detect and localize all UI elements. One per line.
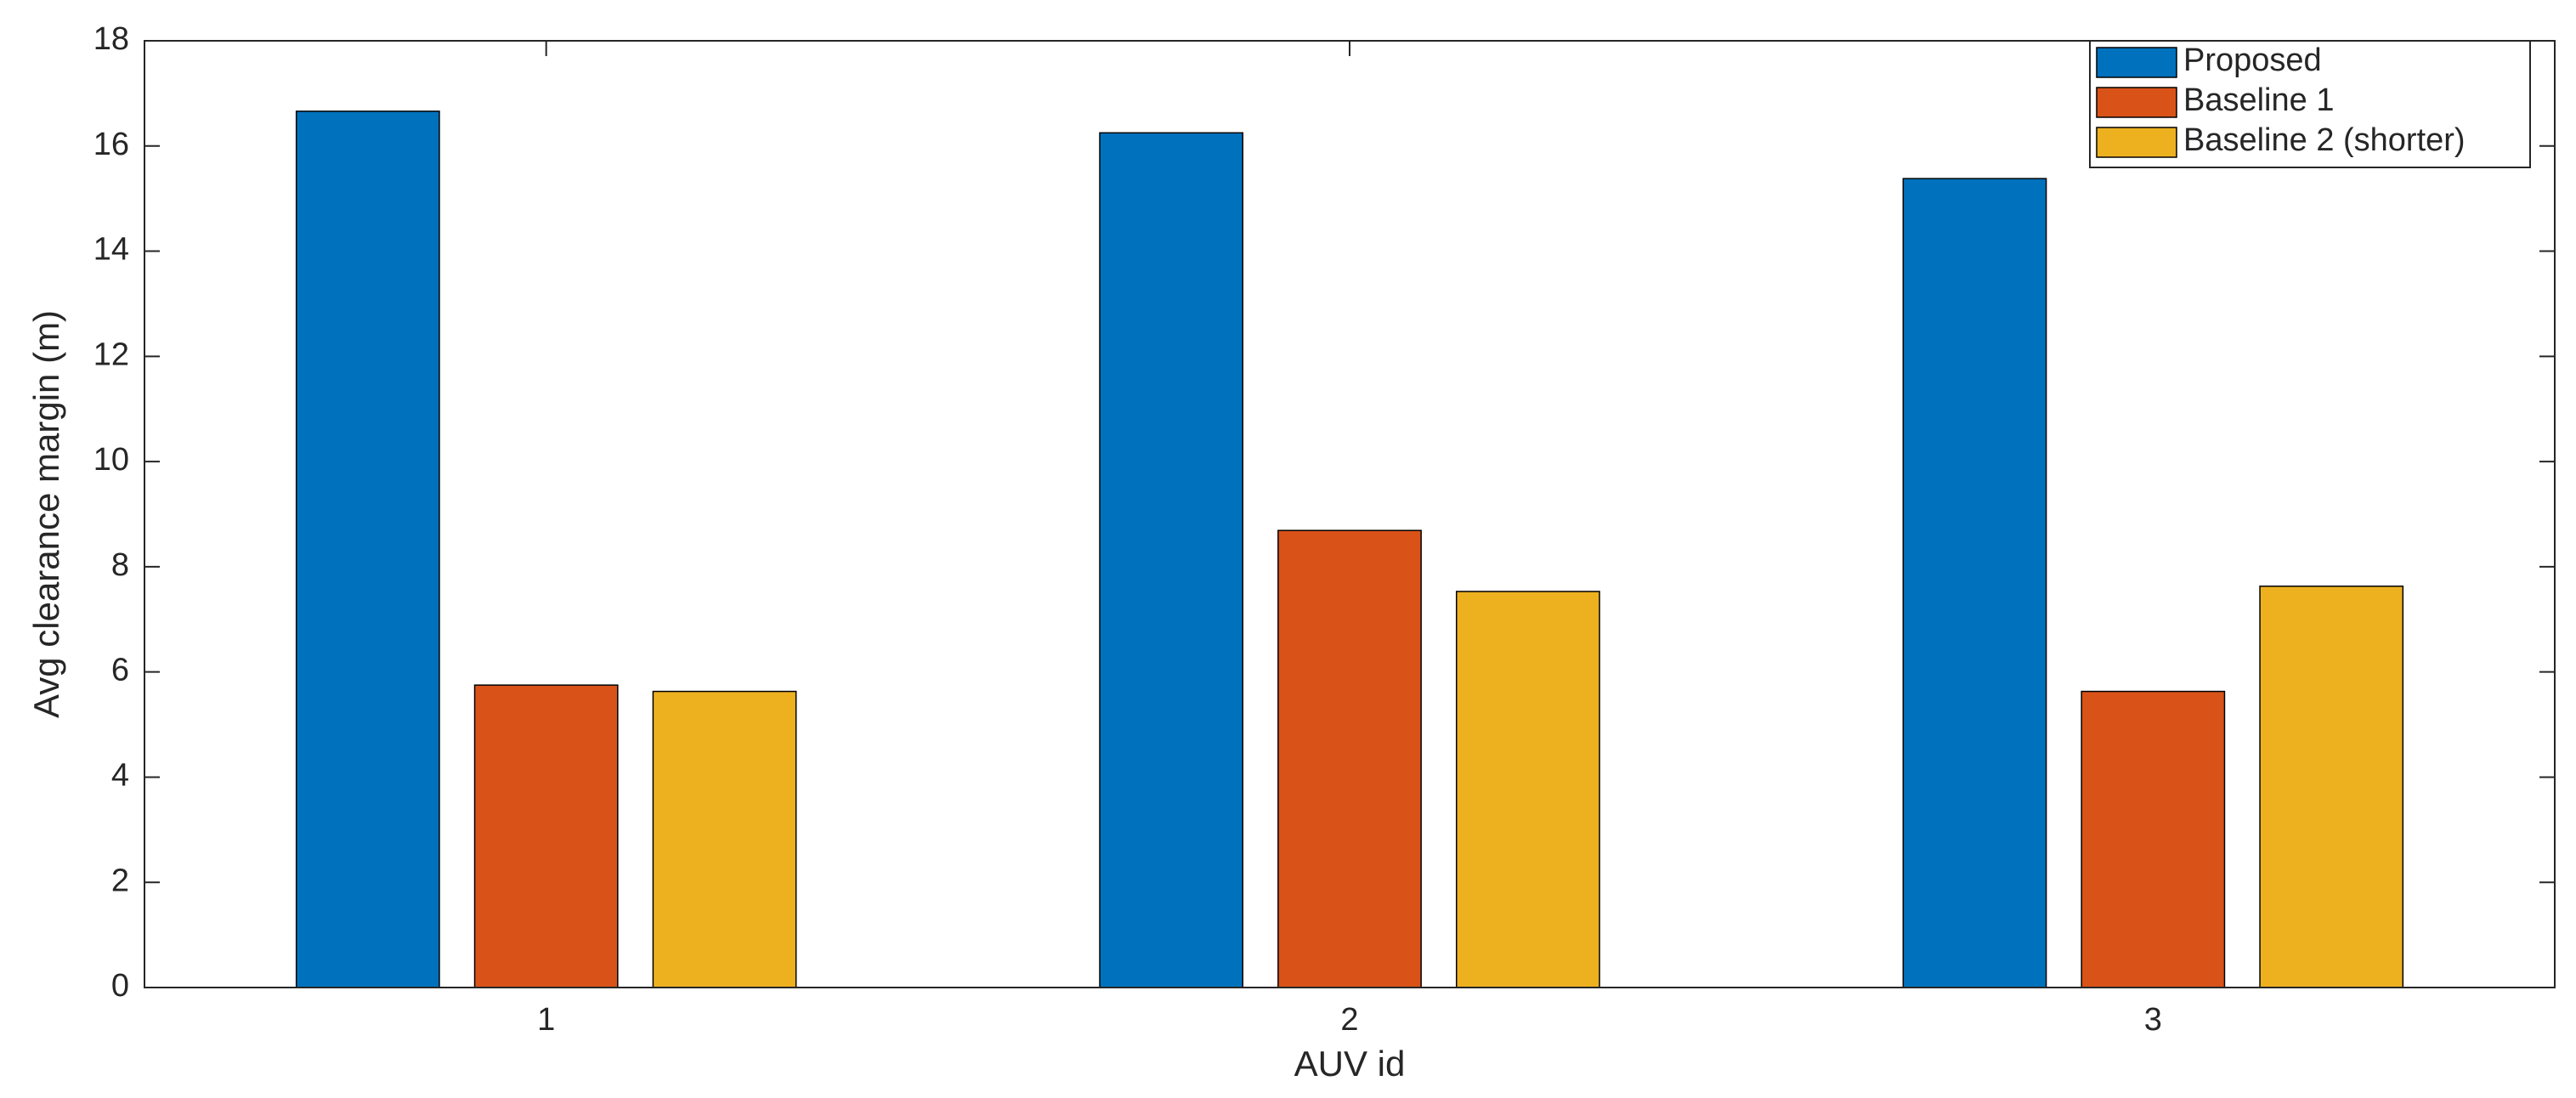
x-tick-label: 3 <box>2144 1002 2162 1038</box>
bar <box>2081 690 2226 988</box>
y-tick-label: 0 <box>111 968 129 1004</box>
y-tick-label: 2 <box>111 863 129 898</box>
bar <box>295 110 440 988</box>
y-tick-label: 16 <box>93 127 129 162</box>
y-tick-label: 8 <box>111 547 129 583</box>
x-tick-label: 1 <box>537 1002 555 1038</box>
legend-swatch <box>2096 47 2177 78</box>
y-tick-label: 4 <box>111 757 129 793</box>
bar <box>1277 529 1422 988</box>
bar <box>1099 132 1244 988</box>
legend-swatch <box>2096 127 2177 158</box>
legend-label: Proposed <box>2183 42 2322 78</box>
y-tick-label: 14 <box>93 232 129 268</box>
legend-swatch <box>2096 87 2177 118</box>
y-tick-label: 10 <box>93 442 129 478</box>
bar <box>1902 178 2047 988</box>
legend-label: Baseline 1 <box>2183 82 2334 118</box>
legend-label: Baseline 2 (shorter) <box>2183 122 2466 158</box>
y-tick-label: 12 <box>93 337 129 372</box>
y-tick-label: 6 <box>111 653 129 688</box>
plot-frame <box>144 40 2556 988</box>
y-tick-label: 18 <box>93 21 129 57</box>
bar <box>2259 586 2404 988</box>
bar <box>473 684 619 988</box>
y-axis-label: Avg clearance margin (m) <box>26 310 66 718</box>
x-tick-label: 2 <box>1340 1002 1358 1038</box>
bar <box>652 690 797 988</box>
bar <box>1455 591 1600 988</box>
x-axis-label: AUV id <box>1294 1044 1406 1084</box>
